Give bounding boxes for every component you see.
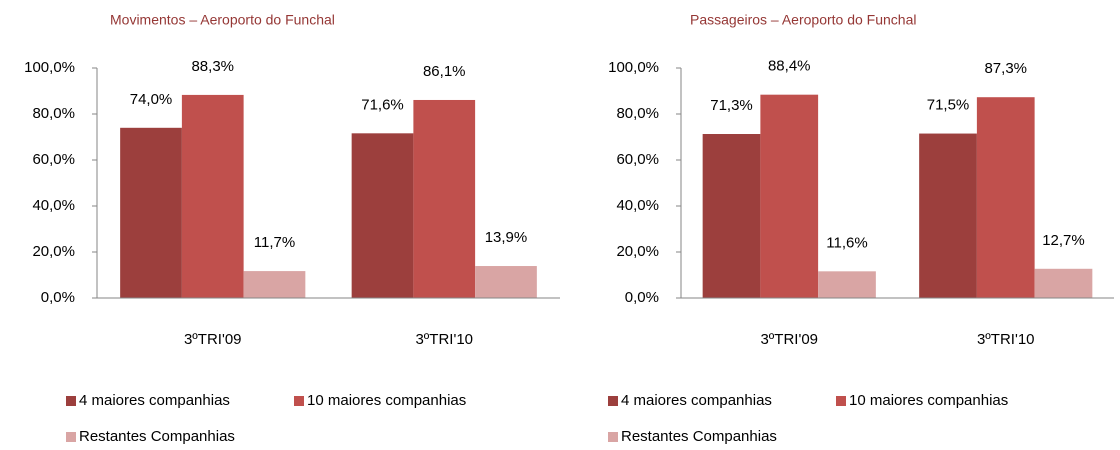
- data-label: 13,9%: [485, 229, 528, 246]
- bar: [351, 133, 414, 298]
- x-tick-label: 3ºTRI'10: [977, 331, 1035, 348]
- bar: [413, 99, 476, 298]
- legend-swatch: [66, 396, 76, 406]
- y-tick-label: 80,0%: [32, 105, 75, 122]
- bar: [702, 134, 761, 298]
- legend-label: 10 maiores companhias: [849, 392, 1008, 409]
- bar: [475, 266, 537, 298]
- legend-label: 10 maiores companhias: [307, 392, 466, 409]
- y-tick-label: 20,0%: [32, 243, 75, 260]
- data-label: 71,5%: [927, 97, 970, 114]
- bar: [760, 94, 819, 299]
- legend-swatch: [608, 396, 618, 406]
- bar: [181, 94, 244, 298]
- data-label: 87,3%: [984, 60, 1027, 77]
- data-label: 12,7%: [1042, 232, 1085, 249]
- bar: [120, 127, 182, 298]
- legend-swatch: [608, 432, 618, 442]
- data-label: 71,3%: [710, 97, 753, 114]
- bar: [919, 133, 977, 298]
- x-tick-label: 3ºTRI'09: [760, 331, 818, 348]
- y-tick-label: 60,0%: [32, 151, 75, 168]
- y-tick-label: 40,0%: [616, 197, 659, 214]
- data-label: 88,3%: [191, 58, 234, 75]
- x-tick-label: 3ºTRI'10: [415, 331, 473, 348]
- bar: [818, 271, 876, 298]
- data-label: 11,6%: [826, 234, 867, 251]
- y-tick-label: 100,0%: [24, 59, 75, 76]
- data-label: 74,0%: [130, 91, 173, 108]
- legend-label: Restantes Companhias: [79, 428, 235, 445]
- bar: [1034, 268, 1093, 298]
- bar: [243, 271, 306, 298]
- legend-label: Restantes Companhias: [621, 428, 777, 445]
- legend-swatch: [836, 396, 846, 406]
- chart-title: Passageiros – Aeroporto do Funchal: [690, 12, 916, 28]
- bar: [976, 97, 1035, 299]
- x-tick-label: 3ºTRI'09: [184, 331, 242, 348]
- data-label: 86,1%: [423, 63, 466, 80]
- y-tick-label: 0,0%: [625, 289, 659, 306]
- legend-swatch: [294, 396, 304, 406]
- y-tick-label: 40,0%: [32, 197, 75, 214]
- y-tick-label: 20,0%: [616, 243, 659, 260]
- legend-swatch: [66, 432, 76, 442]
- chart-title: Movimentos – Aeroporto do Funchal: [110, 12, 335, 28]
- y-tick-label: 80,0%: [616, 105, 659, 122]
- legend-label: 4 maiores companhias: [621, 392, 772, 409]
- y-tick-label: 0,0%: [41, 289, 75, 306]
- legend-label: 4 maiores companhias: [79, 392, 230, 409]
- y-tick-label: 60,0%: [616, 151, 659, 168]
- data-label: 71,6%: [361, 96, 404, 113]
- y-tick-label: 100,0%: [608, 59, 659, 76]
- data-label: 88,4%: [768, 58, 811, 75]
- data-label: 11,7%: [254, 234, 295, 251]
